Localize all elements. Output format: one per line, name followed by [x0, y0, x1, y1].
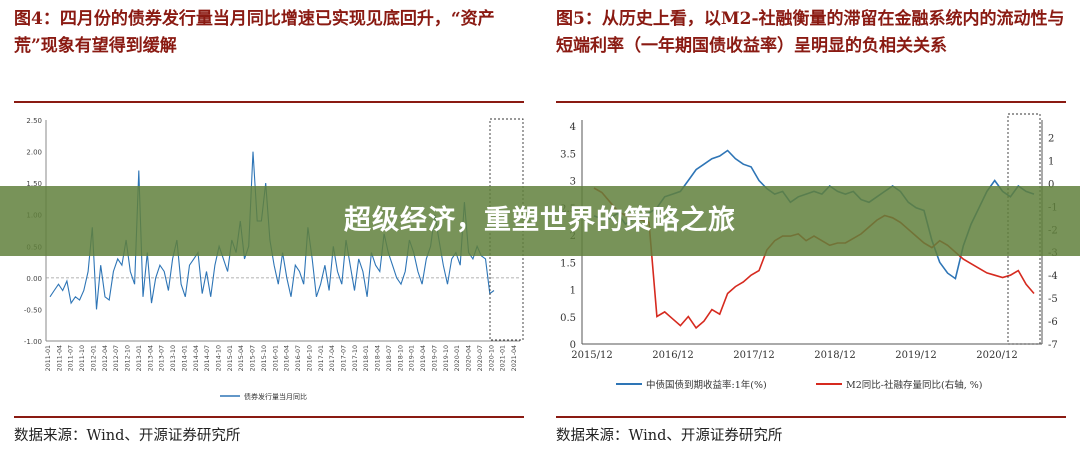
- left-top-rule: [14, 101, 524, 103]
- right-figure-title: 图5：从历史上看，以M2-社融衡量的滞留在金融系统内的流动性与短端利率（一年期国…: [556, 9, 1065, 56]
- right-legend-label-1: 中债国债到期收益率:1年(%): [646, 379, 767, 391]
- right-x-tick-label: 2015/12: [571, 350, 613, 361]
- left-x-tick-label: 2021-01: [500, 345, 507, 371]
- left-x-tick-label: 2011-04: [56, 345, 63, 371]
- left-x-tick-label: 2011-01: [45, 345, 52, 371]
- right-bottom-rule: [556, 416, 1066, 418]
- left-x-tick-label: 2013-07: [159, 345, 166, 371]
- left-x-tick-label: 2016-04: [284, 345, 291, 371]
- left-x-tick-label: 2017-07: [341, 345, 348, 371]
- left-legend-label: 债券发行量当月同比: [244, 392, 307, 401]
- right-x-tick-label: 2020/12: [976, 350, 1018, 361]
- left-x-tick-label: 2016-01: [272, 345, 279, 371]
- left-x-tick-label: 2020-07: [477, 345, 484, 371]
- right-x-tick-label: 2019/12: [895, 350, 937, 361]
- left-x-tick-label: 2018-07: [386, 345, 393, 371]
- left-chart: 2.502.001.501.000.500.00-0.50-1.002011-0…: [24, 117, 524, 401]
- left-y-tick-label: 0.00: [26, 275, 42, 283]
- right-y2-tick-label: -4: [1048, 271, 1058, 282]
- left-x-tick-label: 2013-10: [170, 345, 177, 371]
- overlay-banner: [0, 186, 1080, 256]
- left-x-tick-label: 2019-10: [443, 345, 450, 371]
- right-y2-tick-label: -7: [1048, 340, 1058, 351]
- left-x-tick-label: 2011-07: [68, 345, 75, 371]
- left-x-tick-label: 2018-10: [397, 345, 404, 371]
- right-y2-tick-label: 2: [1048, 133, 1054, 144]
- right-top-rule: [556, 101, 1066, 103]
- left-x-tick-label: 2017-04: [329, 345, 336, 371]
- left-x-tick-label: 2014-07: [204, 345, 211, 371]
- left-bottom-rule: [14, 416, 524, 418]
- right-y-tick-label: 4: [570, 122, 576, 133]
- left-y-tick-label: -0.50: [24, 306, 42, 314]
- left-figure-panel: 图4：四月份的债券发行量当月同比增速已实现见底回升，“资产荒”现象有望得到缓解 …: [14, 0, 524, 451]
- left-x-tick-label: 2015-04: [238, 345, 245, 371]
- left-x-tick-label: 2016-10: [306, 345, 313, 371]
- left-x-tick-label: 2016-07: [295, 345, 302, 371]
- left-x-tick-label: 2012-07: [113, 345, 120, 371]
- right-x-tick-label: 2016/12: [652, 350, 694, 361]
- left-x-tick-label: 2020-01: [454, 345, 461, 371]
- left-x-tick-label: 2020-10: [488, 345, 495, 371]
- left-y-tick-label: 2.50: [26, 117, 42, 125]
- left-x-tick-label: 2020-04: [466, 345, 473, 371]
- right-source-note: 数据来源：Wind、开源证券研究所: [556, 428, 783, 444]
- right-y2-tick-label: 1: [1048, 156, 1054, 167]
- left-x-tick-label: 2014-01: [181, 345, 188, 371]
- right-chart: 43.532.521.510.50210-1-2-3-4-5-6-72015/1…: [560, 113, 1058, 391]
- right-x-tick-label: 2017/12: [733, 350, 775, 361]
- left-x-tick-label: 2014-04: [193, 345, 200, 371]
- left-x-tick-label: 2019-04: [420, 345, 427, 371]
- left-y-tick-label: 1.50: [26, 180, 42, 188]
- right-y-tick-label: 3: [570, 177, 576, 188]
- left-x-tick-label: 2013-01: [136, 345, 143, 371]
- left-x-tick-label: 2014-10: [215, 345, 222, 371]
- left-x-tick-label: 2018-01: [363, 345, 370, 371]
- left-x-tick-label: 2011-10: [79, 345, 86, 371]
- right-x-tick-label: 2018/12: [814, 350, 856, 361]
- left-x-tick-label: 2019-01: [409, 345, 416, 371]
- left-x-tick-label: 2015-07: [250, 345, 257, 371]
- right-y-tick-label: 1: [570, 286, 576, 297]
- left-x-tick-label: 2019-07: [431, 345, 438, 371]
- left-x-tick-label: 2021-04: [511, 345, 518, 371]
- left-y-tick-label: -1.00: [24, 338, 42, 346]
- right-y2-tick-label: -6: [1048, 317, 1058, 328]
- right-y-tick-label: 0: [570, 340, 576, 351]
- right-y-tick-label: 0.5: [560, 313, 576, 324]
- right-y2-tick-label: 0: [1048, 179, 1054, 190]
- left-x-tick-label: 2018-04: [375, 345, 382, 371]
- left-x-tick-label: 2012-01: [90, 345, 97, 371]
- right-y-tick-label: 1.5: [560, 258, 576, 269]
- left-x-tick-label: 2017-01: [318, 345, 325, 371]
- left-x-tick-label: 2013-04: [147, 345, 154, 371]
- overlay-banner-text: 超级经济，重塑世界的策略之旅: [344, 205, 736, 236]
- left-x-tick-label: 2012-04: [102, 345, 109, 371]
- left-figure-title: 图4：四月份的债券发行量当月同比增速已实现见底回升，“资产荒”现象有望得到缓解: [14, 9, 495, 56]
- right-legend-label-2: M2同比-社融存量同比(右轴, %): [846, 379, 982, 391]
- left-x-tick-label: 2017-10: [352, 345, 359, 371]
- left-x-tick-label: 2015-01: [227, 345, 234, 371]
- left-x-tick-label: 2015-10: [261, 345, 268, 371]
- right-y-tick-label: 3.5: [560, 149, 576, 160]
- left-source-note: 数据来源：Wind、开源证券研究所: [14, 428, 241, 444]
- right-y2-tick-label: -5: [1048, 294, 1058, 305]
- left-y-tick-label: 2.00: [26, 149, 42, 157]
- left-x-tick-label: 2012-10: [125, 345, 132, 371]
